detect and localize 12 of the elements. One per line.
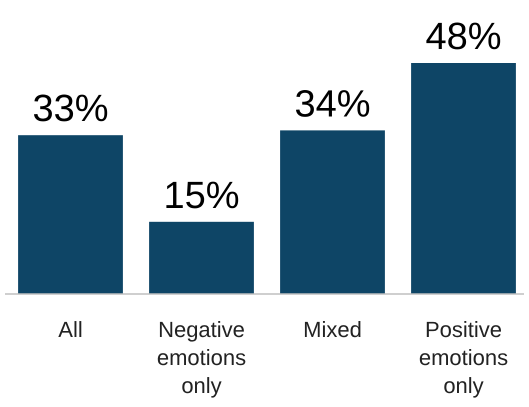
x-tick-label: Positive emotions only: [418, 317, 508, 398]
bar: [149, 222, 254, 294]
data-label: 48%: [425, 16, 502, 58]
data-label: 34%: [294, 83, 371, 126]
data-label: 33%: [32, 88, 109, 130]
x-tick-label: All: [58, 317, 83, 342]
bar: [18, 135, 123, 294]
x-tick-label: Mixed: [303, 317, 362, 342]
x-tick-label: Negative emotions only: [156, 317, 246, 398]
bar: [411, 63, 516, 294]
bar: [280, 130, 385, 294]
data-label: 15%: [163, 174, 240, 217]
